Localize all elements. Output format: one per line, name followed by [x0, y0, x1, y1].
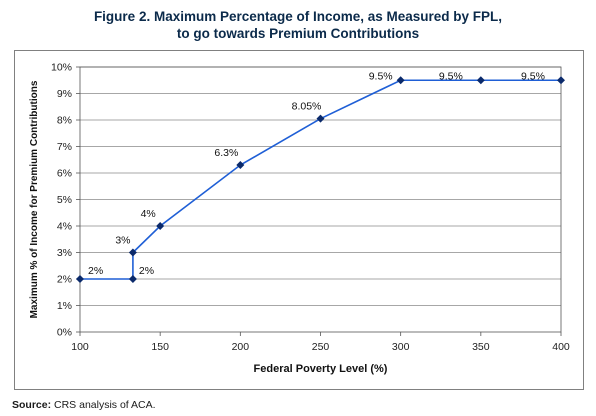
chart-title: Figure 2. Maximum Percentage of Income, …: [0, 8, 596, 42]
data-label: 9.5%: [369, 70, 393, 82]
source-note: Source: CRS analysis of ACA.: [12, 399, 156, 411]
data-point-marker: [396, 76, 405, 85]
data-label: 8.05%: [292, 101, 322, 113]
y-tick-label: 3%: [57, 247, 72, 259]
y-tick-label: 0%: [57, 327, 72, 339]
chart-frame: [14, 50, 584, 390]
plot-area-border: [79, 66, 562, 333]
y-tick-label: 1%: [57, 300, 72, 312]
y-axis-title: Maximum % of Income for Premium Contribu…: [29, 80, 40, 318]
x-tick-label: 350: [472, 341, 490, 353]
data-label: 3%: [115, 235, 130, 247]
y-tick-label: 7%: [57, 141, 72, 153]
y-tick-label: 6%: [57, 168, 72, 180]
source-label: Source:: [12, 399, 52, 411]
y-tick-label: 9%: [57, 88, 72, 100]
data-point-marker: [128, 248, 137, 257]
x-tick-label: 150: [151, 341, 169, 353]
x-tick-label: 300: [392, 341, 410, 353]
x-tick-label: 200: [232, 341, 250, 353]
data-point-marker: [236, 161, 245, 170]
data-label: 4%: [141, 208, 156, 220]
source-text: CRS analysis of ACA.: [54, 399, 156, 411]
x-tick-label: 100: [71, 341, 89, 353]
y-tick-label: 10%: [51, 62, 72, 74]
y-tick-label: 8%: [57, 115, 72, 127]
y-tick-label: 4%: [57, 221, 72, 233]
y-tick-label: 2%: [57, 274, 72, 286]
data-label: 2%: [88, 265, 103, 277]
data-label: 2%: [139, 265, 154, 277]
x-tick-label: 400: [552, 341, 570, 353]
x-axis-title: Federal Poverty Level (%): [254, 363, 388, 375]
chart-title-line1: Figure 2. Maximum Percentage of Income, …: [93, 9, 503, 24]
data-label: 9.5%: [521, 70, 545, 82]
data-label: 9.5%: [439, 70, 463, 82]
chart-title-line2: to go towards Premium Contributions: [176, 26, 420, 41]
data-point-marker: [557, 76, 565, 85]
x-tick-label: 250: [312, 341, 330, 353]
data-point-marker: [76, 275, 84, 283]
y-tick-label: 5%: [57, 194, 72, 206]
data-point-marker: [156, 222, 165, 230]
data-point-marker: [128, 275, 137, 283]
data-label: 6.3%: [214, 147, 238, 159]
data-point-marker: [316, 114, 325, 123]
data-point-marker: [476, 76, 485, 85]
